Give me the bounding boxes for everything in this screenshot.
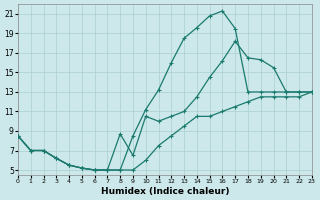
X-axis label: Humidex (Indice chaleur): Humidex (Indice chaleur) xyxy=(101,187,229,196)
